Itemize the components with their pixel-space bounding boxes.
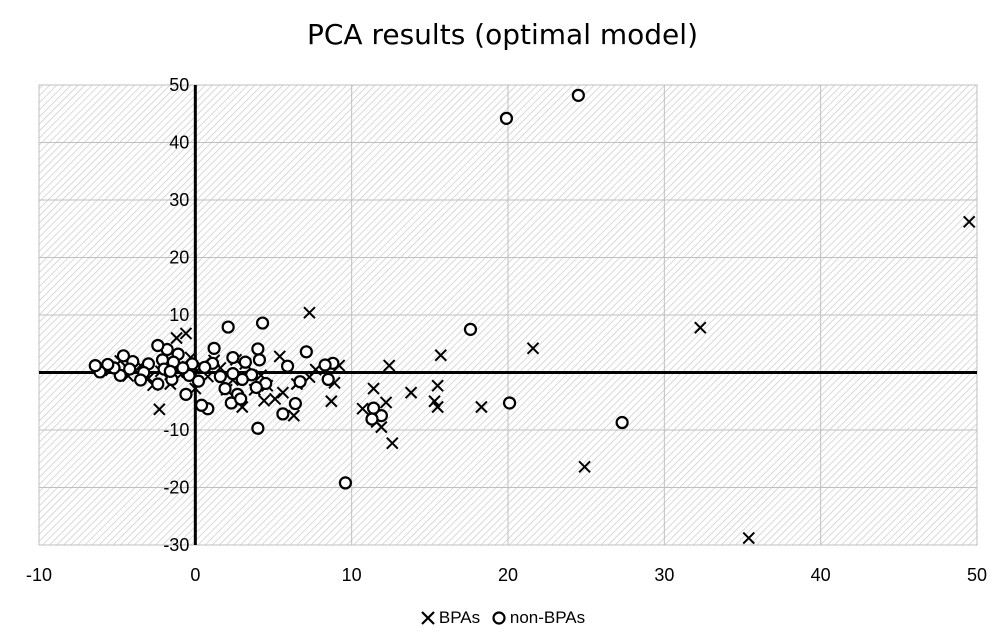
point-non-bpa — [463, 322, 478, 336]
zero-axes — [39, 85, 977, 545]
point-bpa — [578, 460, 591, 474]
point-non-bpa — [288, 396, 302, 411]
y-tick-label: 40 — [169, 133, 189, 153]
point-non-bpa — [571, 88, 585, 102]
x-tick-label: 40 — [811, 565, 831, 585]
data-points — [88, 88, 976, 545]
y-tick-label: 20 — [169, 248, 189, 268]
legend-label-bpas: BPAs — [438, 608, 481, 627]
point-non-bpa — [191, 374, 206, 388]
point-non-bpa — [251, 342, 265, 356]
x-tick-label: 10 — [342, 565, 362, 585]
point-non-bpa — [213, 369, 227, 384]
point-bpa — [526, 342, 540, 355]
x-tick-label: 0 — [190, 565, 200, 585]
point-bpa — [382, 359, 396, 372]
point-non-bpa — [88, 359, 102, 373]
point-non-bpa — [226, 350, 240, 365]
point-non-bpa — [252, 353, 267, 367]
point-non-bpa — [366, 401, 381, 415]
point-bpa — [404, 386, 418, 399]
point-bpa — [356, 402, 369, 415]
x-tick-label: 20 — [498, 565, 518, 585]
point-bpa — [694, 321, 707, 334]
point-non-bpa — [198, 360, 212, 374]
point-non-bpa — [221, 320, 235, 334]
point-bpa — [742, 531, 755, 545]
legend: BPAs non-BPAs — [0, 608, 1005, 631]
point-bpa — [434, 349, 447, 362]
y-tick-label: 30 — [169, 190, 189, 210]
point-non-bpa — [293, 375, 307, 389]
point-non-bpa — [151, 338, 165, 353]
point-non-bpa — [179, 387, 193, 401]
point-non-bpa — [176, 361, 190, 375]
point-bpa — [170, 331, 183, 345]
point-bpa — [431, 379, 444, 392]
point-non-bpa — [615, 415, 629, 430]
x-marker-icon — [421, 611, 435, 625]
y-tick-label: 10 — [169, 305, 189, 325]
y-tick-label: -10 — [163, 420, 189, 440]
point-non-bpa — [234, 392, 248, 406]
point-bpa — [367, 382, 380, 395]
point-non-bpa — [194, 398, 209, 412]
point-non-bpa — [207, 341, 221, 355]
point-non-bpa — [502, 396, 517, 410]
y-tick-label: -20 — [163, 478, 189, 498]
point-non-bpa — [238, 355, 252, 369]
point-non-bpa — [276, 407, 290, 421]
y-tick-label: -30 — [163, 535, 189, 555]
chart-title: PCA results (optimal model) — [306, 18, 698, 51]
point-bpa — [276, 386, 290, 399]
point-non-bpa — [338, 476, 353, 490]
point-non-bpa — [365, 412, 379, 426]
point-bpa — [257, 394, 271, 407]
legend-label-non-bpas: non-BPAs — [509, 608, 586, 627]
point-non-bpa — [255, 316, 270, 330]
point-bpa — [179, 327, 193, 340]
y-tick-label: 50 — [169, 75, 189, 95]
point-non-bpa — [249, 380, 263, 395]
x-tick-label: 30 — [654, 565, 674, 585]
x-tick-label: 50 — [967, 565, 987, 585]
point-bpa — [287, 409, 301, 422]
point-non-bpa — [226, 367, 240, 381]
point-non-bpa — [235, 372, 249, 386]
point-non-bpa — [116, 349, 131, 363]
point-non-bpa — [134, 373, 148, 387]
point-non-bpa — [321, 372, 335, 386]
legend-item-non-bpas: non-BPAs — [491, 608, 585, 628]
point-bpa — [428, 395, 441, 408]
point-bpa — [153, 403, 166, 416]
point-non-bpa — [299, 345, 313, 359]
point-bpa — [431, 400, 444, 414]
point-bpa — [379, 396, 393, 409]
circle-marker-icon — [492, 611, 506, 625]
point-bpa — [325, 395, 338, 408]
point-non-bpa — [218, 382, 232, 396]
legend-item-bpas: BPAs — [420, 608, 480, 628]
point-non-bpa — [318, 358, 332, 372]
point-non-bpa — [251, 421, 265, 435]
point-bpa — [273, 350, 286, 363]
point-bpa — [475, 400, 488, 414]
point-non-bpa — [101, 357, 115, 372]
point-bpa — [962, 215, 976, 229]
point-non-bpa — [280, 359, 295, 373]
point-bpa — [386, 437, 399, 450]
point-non-bpa — [499, 111, 514, 125]
point-non-bpa — [163, 364, 177, 378]
x-tick-label: -10 — [26, 565, 52, 585]
point-non-bpa — [151, 377, 165, 391]
point-bpa — [268, 392, 282, 406]
point-bpa — [303, 306, 316, 319]
point-non-bpa — [123, 362, 137, 376]
